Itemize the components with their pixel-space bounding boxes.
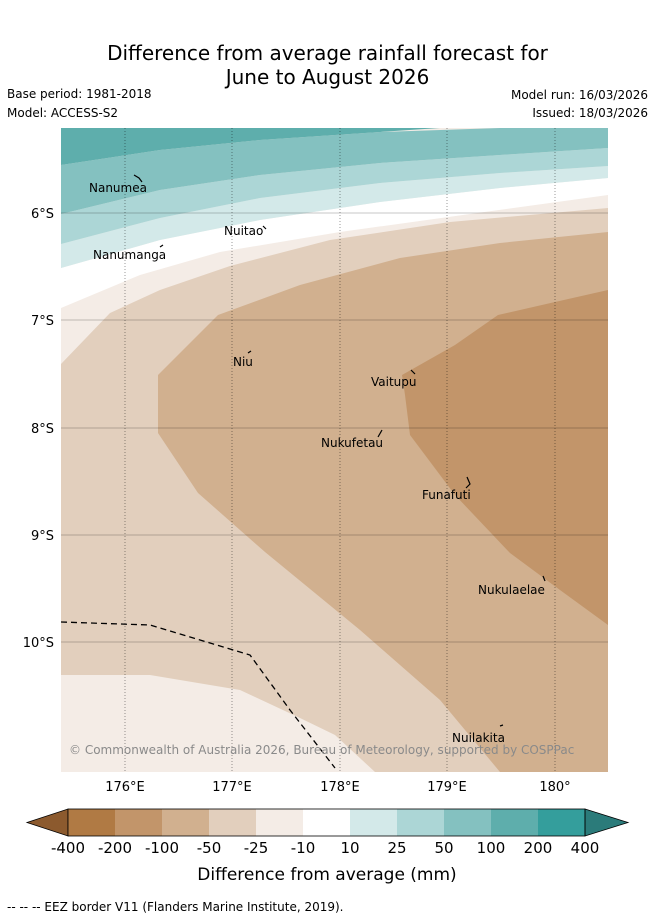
island-nukufetau-mark — [377, 429, 383, 438]
lon-label-177e: 177°E — [212, 780, 252, 795]
colorbar-tick-label: 10 — [340, 839, 359, 857]
island-funafuti-mark — [465, 476, 471, 489]
colorbar-segment — [209, 809, 256, 836]
island-nuitao-mark — [262, 225, 267, 230]
contour-100-200 — [61, 128, 440, 165]
colorbar-segment — [397, 809, 444, 836]
colorbar-segment — [256, 809, 303, 836]
eez-legend: -- -- -- EEZ border V11 (Flanders Marine… — [7, 900, 344, 914]
colorbar-segment — [538, 809, 585, 836]
map-title-line1: Difference from average rainfall forecas… — [107, 41, 548, 65]
lon-label-180: 180° — [539, 780, 570, 795]
lat-label-6s: 6°S — [31, 207, 54, 222]
lon-gridlines — [124, 128, 556, 772]
colorbar-segment — [68, 809, 115, 836]
island-nukulaelae-mark — [542, 575, 546, 582]
issued-date: Issued: 18/03/2026 — [532, 106, 648, 120]
colorbar-segment — [303, 809, 350, 836]
map-contours: Nanumea Nuitao Nanumanga Niu Vaitupu Nuk… — [61, 128, 608, 772]
island-marks — [133, 174, 546, 727]
lat-label-9s: 9°S — [31, 529, 54, 544]
model-run: Model run: 16/03/2026 — [510, 88, 648, 102]
lat-axis-labels: 6°S 7°S 8°S 9°S 10°S — [23, 207, 54, 651]
colorbar-arrow-low — [25, 808, 69, 837]
eez-border — [61, 621, 336, 769]
colorbar-tick-label: 200 — [524, 839, 553, 857]
map-title: Difference from average rainfall forecas… — [0, 41, 655, 89]
base-period: Base period: 1981-2018 — [7, 87, 152, 101]
label-nuitao: Nuitao — [224, 224, 263, 238]
colorbar-tick-label: -10 — [291, 839, 316, 857]
colorbar-ticks: -400 -200 -100 -50 -25 -10 10 25 50 100 200 400 — [51, 839, 599, 857]
contour-25-50 — [61, 148, 608, 244]
colorbar-segment — [162, 809, 209, 836]
label-nuilakita: Nuilakita — [452, 731, 505, 745]
lat-label-8s: 8°S — [31, 422, 54, 437]
island-nanumea-mark — [133, 174, 143, 183]
lon-label-178e: 178°E — [320, 780, 360, 795]
island-labels: Nanumea Nuitao Nanumanga Niu Vaitupu Nuk… — [89, 181, 545, 745]
colorbar-tick-label: 400 — [571, 839, 600, 857]
label-nanumanga: Nanumanga — [93, 248, 166, 262]
island-niu-mark — [247, 350, 252, 354]
lon-axis-labels: 176°E 177°E 178°E 179°E 180° — [105, 780, 570, 795]
colorbar-label: Difference from average (mm) — [197, 865, 456, 885]
contour-10-25 — [61, 166, 608, 268]
label-nukufetau: Nukufetau — [321, 436, 383, 450]
lat-gridlines — [61, 212, 608, 643]
lon-label-176e: 176°E — [105, 780, 145, 795]
island-vaitupu-mark — [410, 369, 416, 375]
colorbar-tick-label: -100 — [145, 839, 179, 857]
colorbar-tick-label: -25 — [244, 839, 269, 857]
contour-neg10-10 — [61, 178, 608, 308]
model-name: Model: ACCESS-S2 — [7, 106, 119, 120]
colorbar-tick-label: -50 — [197, 839, 222, 857]
colorbar-segment — [115, 809, 162, 836]
lat-label-10s: 10°S — [23, 636, 54, 651]
colorbar-segment — [444, 809, 491, 836]
colorbar-segment — [350, 809, 397, 836]
label-vaitupu: Vaitupu — [371, 375, 417, 389]
label-nanumea: Nanumea — [89, 181, 147, 195]
colorbar-segment — [491, 809, 538, 836]
copyright-notice: © Commonwealth of Australia 2026, Bureau… — [69, 743, 574, 757]
contour-neg200-neg100 — [402, 290, 608, 625]
island-nuilakita-mark — [499, 724, 504, 727]
island-nanumanga-mark — [159, 244, 164, 248]
colorbar-tick-label: 50 — [434, 839, 453, 857]
label-niu: Niu — [233, 355, 253, 369]
colorbar-tick-label: 25 — [387, 839, 406, 857]
colorbar-arrow-high — [584, 808, 630, 837]
contour-50-100 — [61, 128, 608, 214]
lon-label-179e: 179°E — [427, 780, 467, 795]
label-nukulaelae: Nukulaelae — [478, 583, 545, 597]
label-funafuti: Funafuti — [422, 488, 471, 502]
lat-label-7s: 7°S — [31, 314, 54, 329]
colorbar — [25, 808, 630, 837]
colorbar-tick-label: -200 — [98, 839, 132, 857]
map-title-line2: June to August 2026 — [225, 65, 430, 89]
colorbar-tick-label: -400 — [51, 839, 85, 857]
colorbar-tick-label: 100 — [477, 839, 506, 857]
colorbar-border — [67, 808, 586, 837]
